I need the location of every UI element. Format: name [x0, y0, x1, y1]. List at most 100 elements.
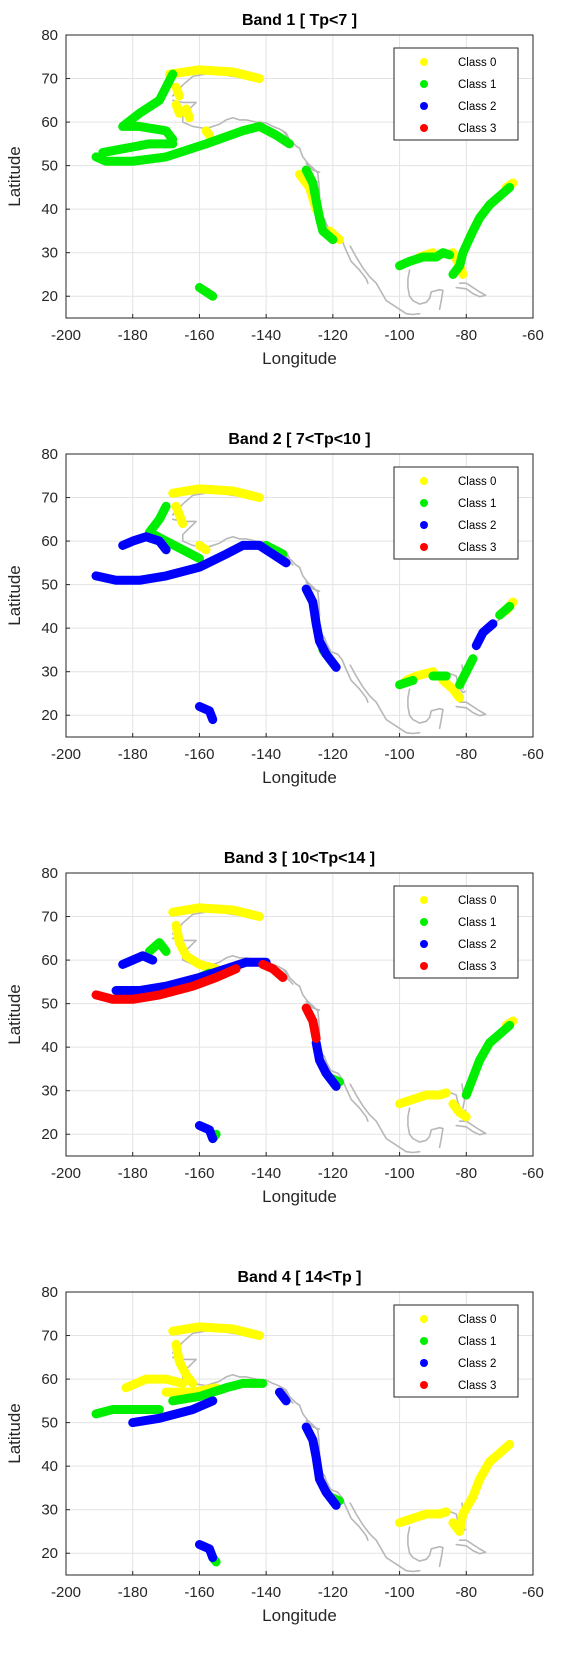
- axes-frame: [65, 453, 534, 738]
- legend: Class 0 Class 1 Class 2 Class 3: [393, 885, 519, 979]
- legend-marker-class-3: [420, 962, 428, 970]
- coastline-path: [305, 581, 321, 592]
- data-mark-class-2: [301, 1422, 341, 1510]
- data-mark-class-0: [171, 100, 184, 118]
- chart-panel-band-1: -200 -180 -160 -140 -120 -100 -80 -60 20 30 40 50 60…: [0, 0, 587, 419]
- legend-marker-class-1: [420, 499, 428, 507]
- y-tick-label: 50: [41, 996, 58, 1013]
- y-axis-label: Latitude: [5, 146, 24, 207]
- y-tick-label: 60: [41, 952, 58, 969]
- y-tick-label: 40: [41, 1039, 58, 1056]
- x-tick-label: -160: [184, 327, 214, 344]
- legend-label-class-1: Class 1: [458, 79, 496, 91]
- x-tick-label: -200: [51, 746, 81, 763]
- y-axis-label: Latitude: [5, 984, 24, 1045]
- x-tick-label: -160: [184, 746, 214, 763]
- y-tick-label: 50: [41, 158, 58, 175]
- legend-marker-class-3: [420, 124, 428, 132]
- data-mark-class-0: [121, 1374, 188, 1393]
- coastline-path: [455, 1120, 487, 1136]
- data-mark-class-1: [98, 139, 178, 158]
- data-mark-class-2: [91, 540, 291, 585]
- legend: Class 0 Class 1 Class 2 Class 3: [393, 1304, 519, 1398]
- x-tick-label: -160: [184, 1165, 214, 1182]
- x-tick-label: -120: [318, 1165, 348, 1182]
- x-tick-label: -120: [318, 327, 348, 344]
- legend-marker-class-0: [420, 1315, 428, 1323]
- series-class-1: [91, 69, 515, 301]
- data-mark-class-3: [258, 959, 288, 982]
- legend-label-class-2: Class 2: [458, 520, 496, 532]
- data-mark-class-1: [448, 182, 515, 279]
- y-tick-label: 20: [41, 288, 58, 305]
- legend-box: [393, 1304, 519, 1398]
- series-class-2: [91, 532, 498, 725]
- legend-label-class-1: Class 1: [458, 917, 496, 929]
- x-tick-label: -80: [455, 1584, 477, 1601]
- coastline-path: [407, 1526, 444, 1568]
- chart-title: Band 1 [ Tp<7 ]: [242, 12, 357, 29]
- chart-svg: -200 -180 -160 -140 -120 -100 -80 -60 20 30 40 50 60…: [5, 850, 544, 1206]
- data-mark-class-0: [194, 540, 211, 555]
- chart-svg: -200 -180 -160 -140 -120 -100 -80 -60 20 30 40 50 60…: [5, 431, 544, 787]
- data-mark-class-0: [438, 675, 465, 703]
- y-tick-label: 30: [41, 664, 58, 681]
- data-mark-class-0: [395, 1088, 451, 1109]
- chart-panel-band-3: -200 -180 -160 -140 -120 -100 -80 -60 20 30 40 50 60…: [0, 838, 587, 1257]
- data-mark-class-2: [118, 532, 171, 555]
- series-class-2: [128, 1387, 341, 1563]
- data-mark-class-2: [194, 1121, 218, 1144]
- x-tick-label: -200: [51, 1584, 81, 1601]
- y-axis-label: Latitude: [5, 565, 24, 626]
- legend-marker-class-1: [420, 80, 428, 88]
- coastline-path: [349, 1083, 421, 1154]
- x-tick-label: -60: [522, 746, 544, 763]
- data-mark-class-1: [91, 121, 294, 166]
- legend-label-class-3: Class 3: [458, 123, 496, 135]
- y-tick-label: 40: [41, 620, 58, 637]
- data-mark-class-2: [471, 619, 498, 651]
- series-class-0: [121, 1322, 515, 1536]
- y-tick-label: 50: [41, 1415, 58, 1432]
- legend-label-class-1: Class 1: [458, 1336, 496, 1348]
- coastline-path: [349, 245, 421, 316]
- x-axis-label: Longitude: [262, 1187, 337, 1206]
- y-tick-label: 30: [41, 1502, 58, 1519]
- x-tick-label: -100: [385, 1584, 415, 1601]
- data-mark-class-0: [171, 920, 221, 974]
- y-tick-label: 70: [41, 490, 58, 507]
- legend-marker-class-1: [420, 1337, 428, 1345]
- axes-frame: [65, 34, 534, 319]
- legend-label-class-2: Class 2: [458, 1358, 496, 1370]
- data-mark-class-0: [181, 104, 194, 123]
- data-mark-class-2: [111, 957, 271, 996]
- y-tick-label: 80: [41, 27, 58, 44]
- data-mark-class-2: [274, 1387, 291, 1406]
- data-mark-class-0: [395, 1507, 451, 1528]
- legend-marker-class-2: [420, 521, 428, 529]
- data-mark-class-0: [168, 484, 264, 503]
- legend-box: [393, 47, 519, 141]
- y-tick-label: 40: [41, 201, 58, 218]
- data-mark-class-1: [301, 165, 338, 245]
- data-mark-class-0: [171, 1339, 198, 1388]
- x-tick-label: -140: [251, 746, 281, 763]
- legend-marker-class-0: [420, 896, 428, 904]
- legend: Class 0 Class 1 Class 2 Class 3: [393, 47, 519, 141]
- y-tick-label: 70: [41, 71, 58, 88]
- data-mark-class-2: [118, 951, 158, 969]
- y-tick-label: 50: [41, 577, 58, 594]
- y-tick-label: 80: [41, 865, 58, 882]
- y-tick-label: 20: [41, 1545, 58, 1562]
- chart-title: Band 3 [ 10<Tp<14 ]: [224, 850, 375, 867]
- legend-label-class-3: Class 3: [458, 542, 496, 554]
- legend-marker-class-0: [420, 58, 428, 66]
- data-mark-class-1: [91, 1405, 164, 1419]
- coastline-path: [298, 147, 369, 284]
- y-tick-label: 60: [41, 114, 58, 131]
- y-axis-label: Latitude: [5, 1403, 24, 1464]
- legend-marker-class-0: [420, 477, 428, 485]
- series-class-0: [168, 903, 518, 1122]
- legend-marker-class-3: [420, 543, 428, 551]
- data-mark-class-1: [461, 1020, 515, 1100]
